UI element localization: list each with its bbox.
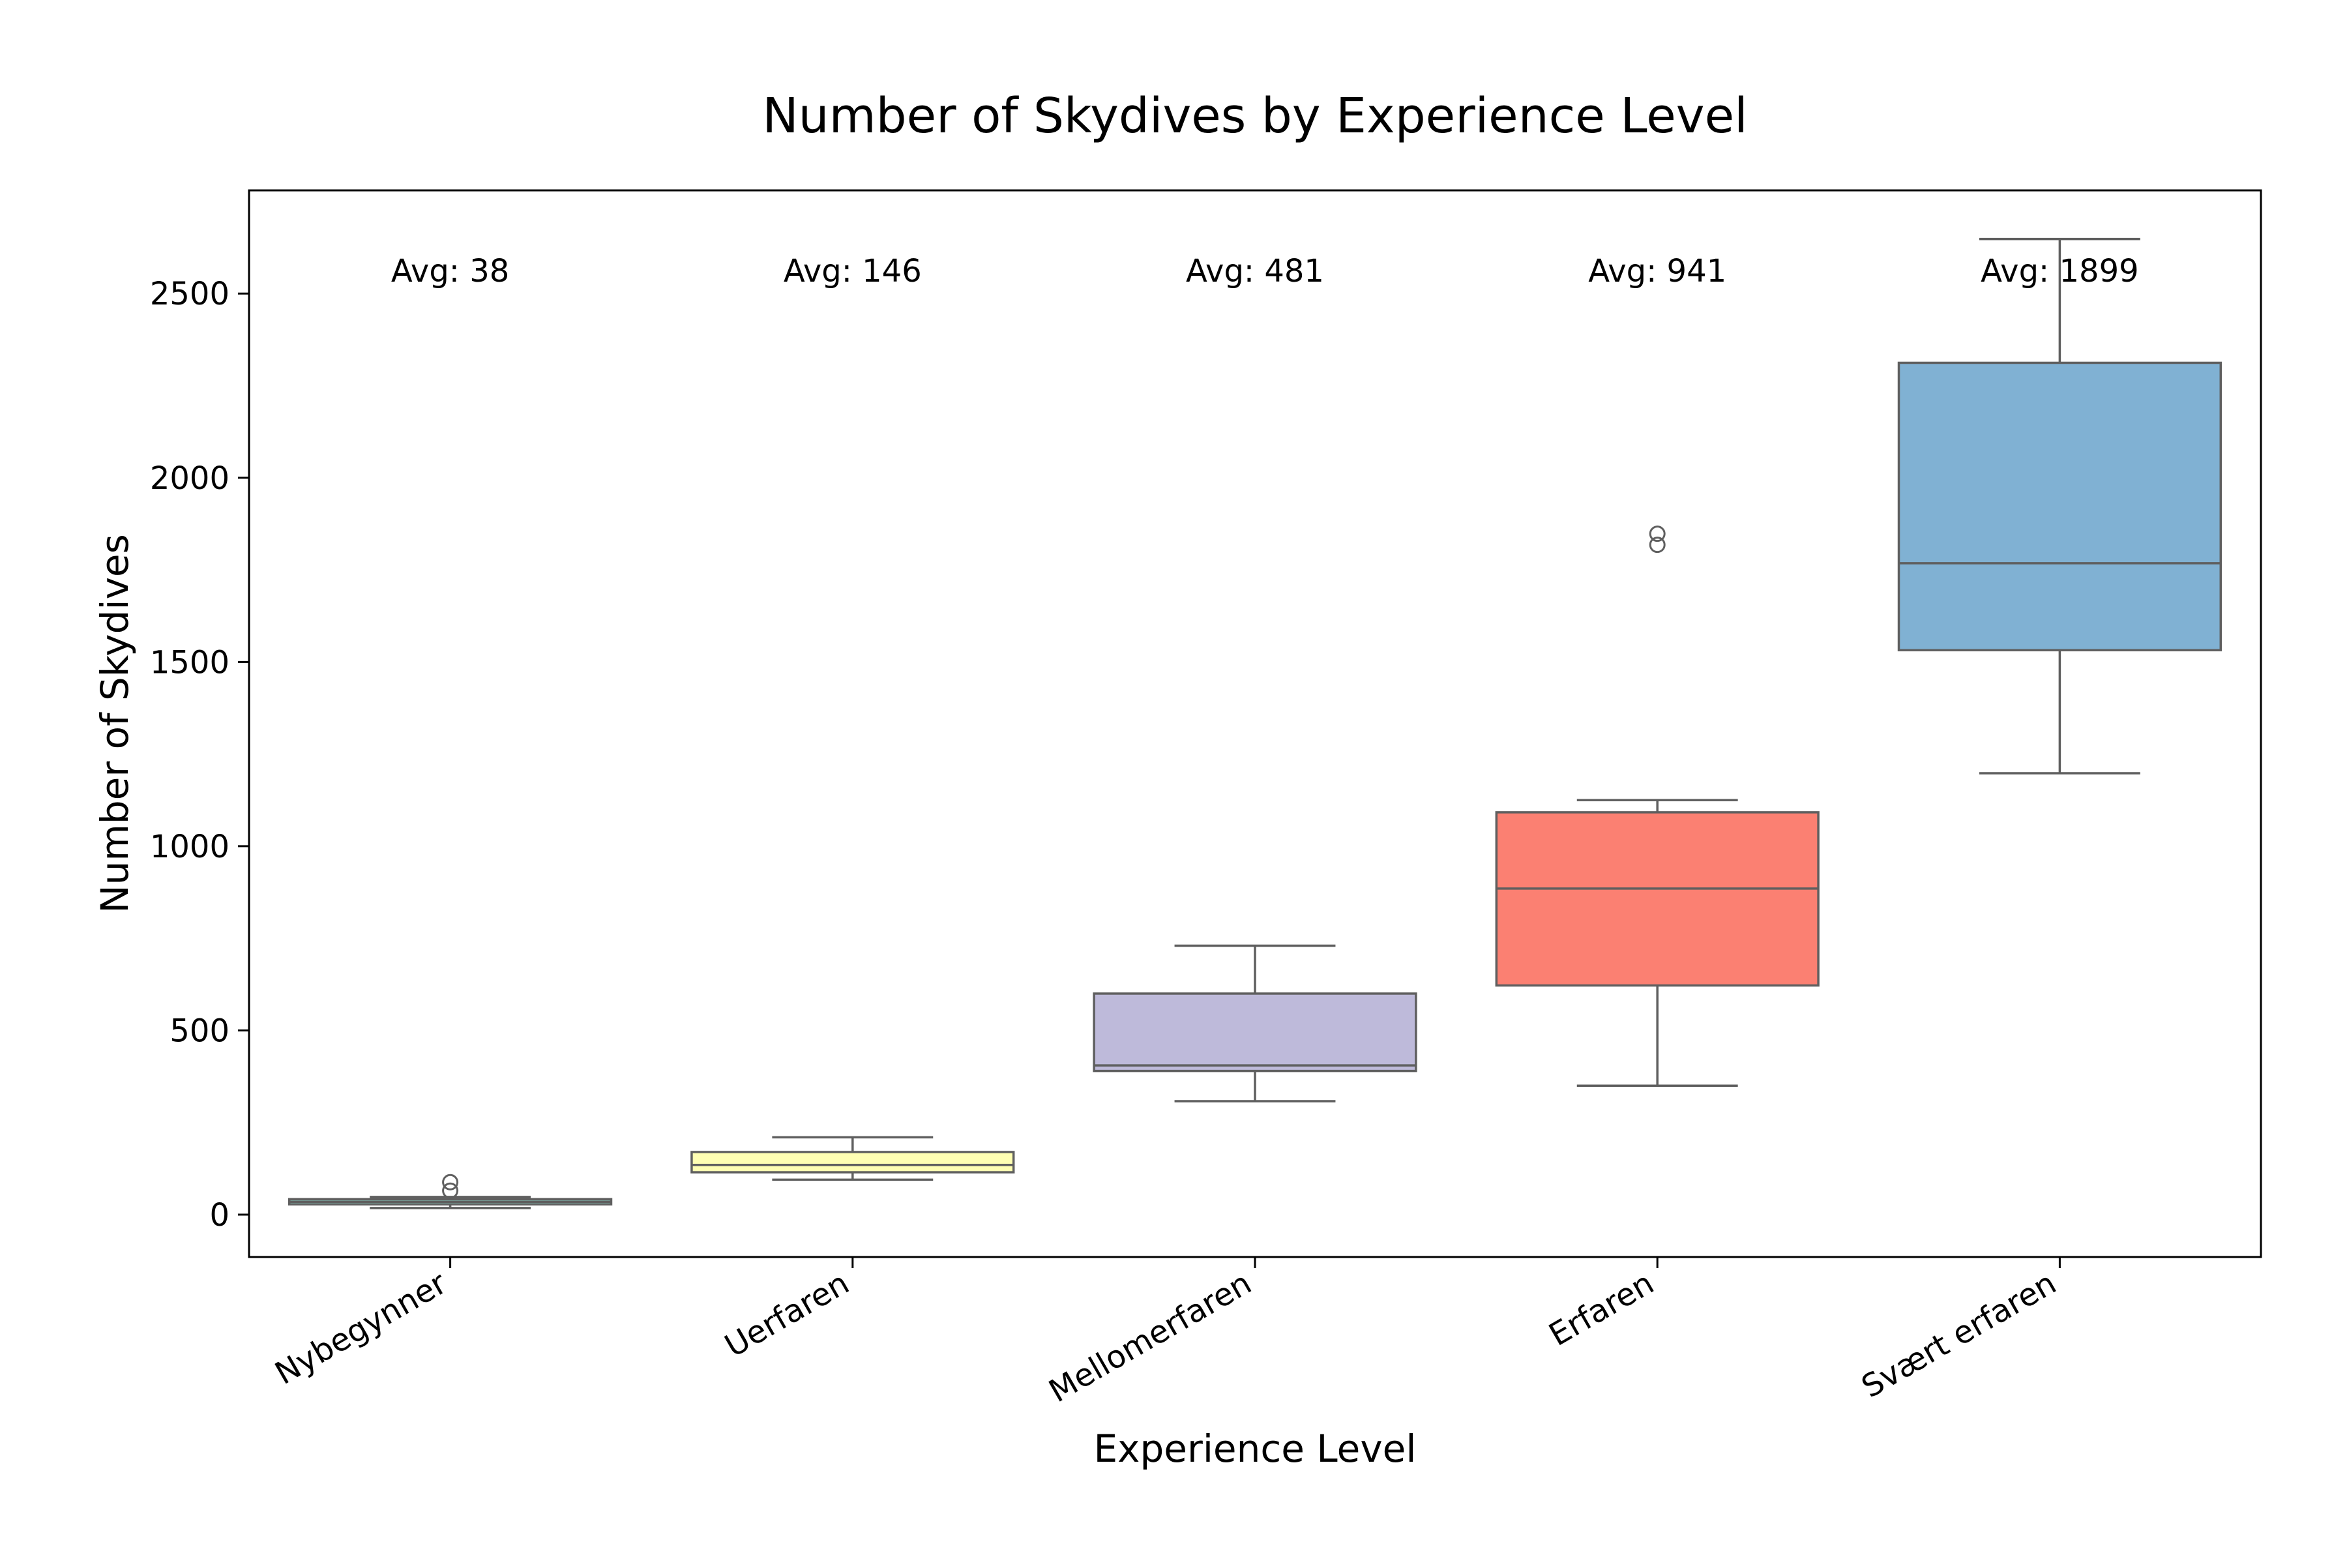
y-tick-label: 1000	[150, 829, 229, 865]
y-tick-label: 0	[209, 1197, 229, 1234]
avg-label-nybegynner: Avg: 38	[391, 253, 509, 289]
x-tick-label-nybegynner: Nybegynner	[269, 1265, 453, 1392]
y-tick-label: 500	[170, 1013, 229, 1049]
outlier-point	[1649, 537, 1666, 554]
box-svært-erfaren	[1897, 361, 2222, 652]
box-uerfaren	[690, 1151, 1015, 1174]
box-mellomerfaren	[1093, 992, 1417, 1072]
avg-label-svært-erfaren: Avg: 1899	[1981, 253, 2138, 289]
avg-label-erfaren: Avg: 941	[1588, 253, 1726, 289]
plot-frame	[248, 189, 2262, 1258]
x-tick-label-mellomerfaren: Mellomerfaren	[1043, 1265, 1258, 1410]
x-tick-label-svært-erfaren: Svært erfaren	[1855, 1265, 2062, 1406]
x-tick-label-erfaren: Erfaren	[1543, 1265, 1661, 1354]
y-tick-label: 1500	[150, 644, 229, 681]
y-tick-label: 2000	[150, 460, 229, 497]
outlier-point	[1649, 525, 1666, 542]
box-erfaren	[1495, 811, 1820, 987]
y-axis-label: Number of Skydives	[93, 534, 137, 913]
chart-title: Number of Skydives by Experience Level	[762, 88, 1747, 144]
x-tick-label-uerfaren: Uerfaren	[719, 1265, 855, 1365]
avg-label-mellomerfaren: Avg: 481	[1186, 253, 1324, 289]
outlier-point	[442, 1182, 459, 1199]
x-axis-label: Experience Level	[1094, 1427, 1417, 1471]
plot-area: 0 500 1000 1500 2000 2500 Avg: 38 Nybegynner Avg…	[150, 189, 2262, 1410]
avg-label-uerfaren: Avg: 146	[784, 253, 922, 289]
y-tick-label: 2500	[150, 276, 229, 312]
outlier-point	[442, 1174, 459, 1191]
